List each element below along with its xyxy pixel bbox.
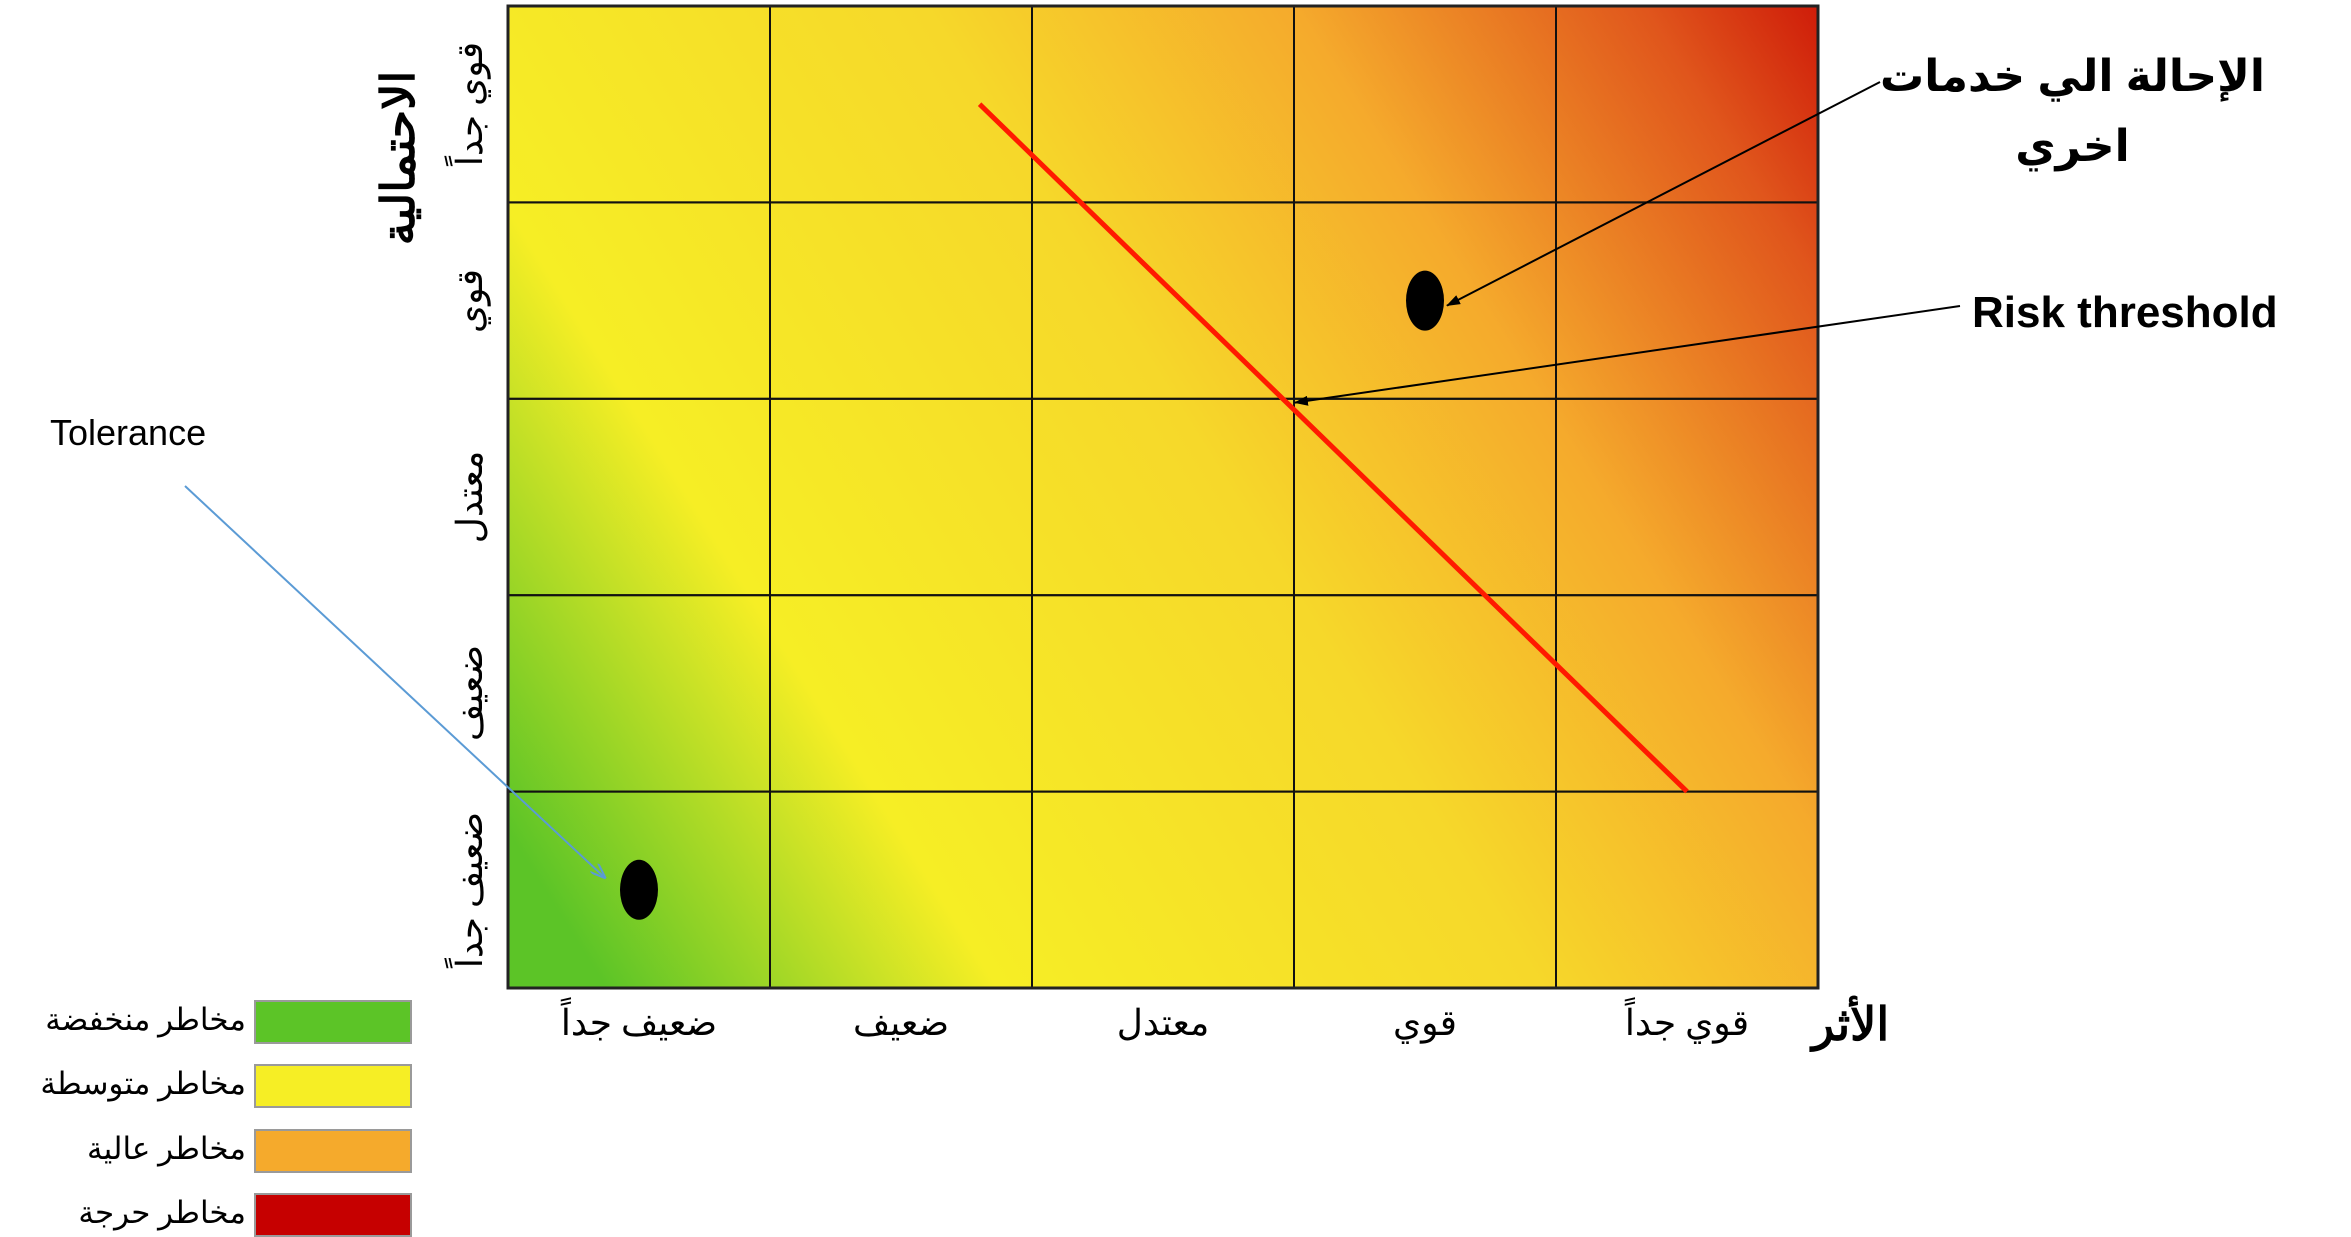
legend-label-critical: مخاطر حرجة [78,1195,246,1230]
referral-arrow [1446,81,1881,307]
referral-annotation-line2: اخري [2015,122,2130,171]
y-tick-label: معتدل [450,450,490,544]
risk-threshold-line [977,102,1689,794]
x-tick-label: ضعيف جداً [560,1003,718,1043]
plot-border [506,4,1820,990]
legend-item-medium: مخاطر متوسطة [10,1064,412,1108]
risk-threshold-arrow [1293,305,1961,406]
tolerance-point-marker [620,859,658,920]
legend-label-low: مخاطر منخفضة [45,1002,246,1037]
y-tick-label: قوي جداً [450,42,490,167]
y-axis-title: الاحتمالية [373,70,424,246]
x-tick-label: قوي [1393,1003,1457,1043]
heatmap-background [508,6,1818,988]
tolerance-arrow [184,485,605,878]
legend-item-high: مخاطر عالية [10,1129,412,1173]
y-tick-label: ضعيف جداً [450,811,490,968]
legend-item-low: مخاطر منخفضة [10,1000,412,1044]
legend-label-medium: مخاطر متوسطة [40,1066,246,1101]
tolerance-label: Tolerance [50,412,207,453]
x-axis-title: الأثر [1812,999,1890,1050]
legend-label-high: مخاطر عالية [87,1131,246,1166]
legend-item-critical: مخاطر حرجة [10,1193,412,1237]
legend-swatch-medium [254,1064,412,1108]
y-tick-label: ضعيف [450,645,490,742]
y-tick-label: قوي [450,268,490,333]
referral-annotation-line1: الإحالة الي خدمات [1880,52,2265,101]
legend-swatch-critical [254,1193,412,1237]
x-tick-label: ضعيف [852,1003,950,1043]
legend-swatch-high [254,1129,412,1173]
legend-swatch-low [254,1000,412,1044]
x-tick-label: معتدل [1116,1003,1210,1043]
referral-point-marker [1406,270,1444,331]
x-tick-label: قوي جداً [1624,1003,1750,1043]
referral-annotation: الإحالة الي خدمات اخري [1880,42,2265,182]
risk-threshold-label: Risk threshold [1972,288,2278,337]
